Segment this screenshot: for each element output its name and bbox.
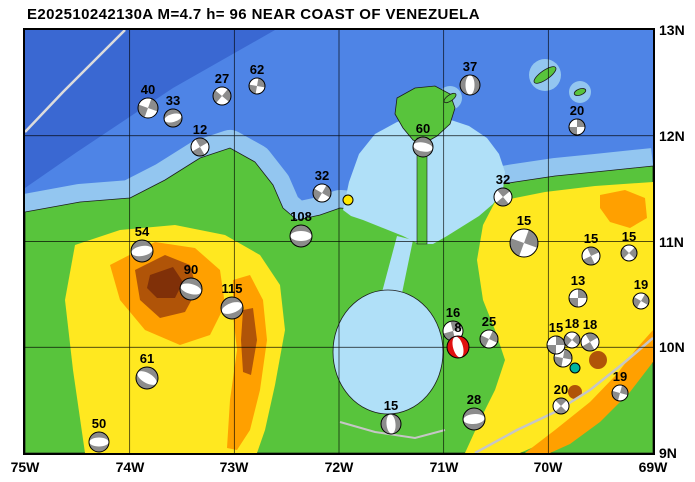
event-depth-label: 15: [549, 320, 563, 335]
focal-mechanism: 115: [220, 281, 244, 320]
event-depth-label: 18: [583, 317, 597, 332]
gray-line-northwest: [25, 30, 126, 133]
x-tick-label: 72W: [324, 459, 354, 475]
focal-mechanism: 60: [412, 121, 434, 158]
focal-mechanism: 15: [546, 320, 566, 355]
y-tick-label: 9N: [659, 445, 677, 461]
event-depth-label: 54: [135, 224, 150, 239]
event-depth-label: 115: [222, 281, 243, 296]
yellow-dot-marker: [342, 194, 354, 206]
event-depth-label: 27: [215, 71, 229, 86]
x-tick-label: 69W: [638, 459, 668, 475]
map-title: E202510242130A M=4.7 h= 96 NEAR COAST OF…: [27, 6, 480, 23]
focal-mechanism: 90: [179, 262, 203, 301]
focal-mechanism-layer: 40 33 27 62 12 37 20 60 32 32 108 54 15 15 15 90 115 13 19…: [88, 59, 650, 453]
focal-mechanism: 18: [580, 317, 600, 352]
event-depth-label: 108: [290, 209, 312, 224]
event-depth-label: 61: [140, 351, 154, 366]
focal-mechanism: 61: [135, 351, 159, 390]
lake-maracaibo: [332, 289, 444, 415]
focal-mechanism: [569, 362, 581, 374]
elevation-brown-andes: [589, 351, 607, 369]
event-depth-label: 20: [554, 382, 568, 397]
elevation-brown-perija: [241, 308, 257, 375]
maracaibo-strait: [381, 236, 413, 298]
focal-mechanism: 27: [212, 71, 232, 106]
x-tick-label: 73W: [219, 459, 249, 475]
x-tick-label: 74W: [115, 459, 145, 475]
event-depth-label: 90: [184, 262, 198, 277]
elevation-peak-west: [147, 267, 183, 298]
island: [533, 66, 557, 84]
event-depth-label: 32: [315, 168, 329, 183]
focal-mechanism: 54: [130, 224, 154, 263]
focal-mechanism: 15: [581, 231, 601, 266]
focal-mechanism: 50: [88, 416, 110, 453]
x-tick-label: 70W: [533, 459, 563, 475]
event-depth-label: 8: [454, 320, 461, 335]
focal-mechanism: 12: [190, 122, 210, 157]
x-tick-label: 75W: [10, 459, 40, 475]
event-depth-label: 18: [565, 316, 579, 331]
event-depth-label: 40: [141, 82, 155, 97]
gray-line-southeast: [474, 337, 653, 453]
event-depth-label: 12: [193, 122, 207, 137]
event-depth-label: 20: [570, 103, 584, 118]
event-depth-label: 15: [622, 229, 636, 244]
focal-mechanism: 19: [632, 277, 650, 310]
focal-mechanism: 20: [568, 103, 586, 136]
focal-mechanism: 33: [163, 93, 183, 128]
event-depth-label: 33: [166, 93, 180, 108]
island: [573, 88, 587, 96]
y-tick-label: 12N: [659, 128, 685, 144]
island: [443, 92, 457, 104]
event-depth-label: 15: [384, 398, 398, 413]
focal-mechanism: 13: [568, 273, 588, 308]
focal-mechanism: 37: [459, 59, 481, 96]
focal-mechanism: 15: [509, 213, 539, 258]
focal-mechanism: 15: [380, 398, 402, 435]
event-depth-label: 15: [517, 213, 531, 228]
deep-sea: [25, 30, 275, 188]
elevation-brown-andes: [568, 385, 582, 399]
event-depth-label: 25: [482, 314, 496, 329]
y-tick-label: 11N: [659, 234, 684, 250]
focal-mechanism: 20: [552, 382, 570, 415]
focal-mechanism: 15: [620, 229, 638, 262]
event-depth-label: 16: [446, 305, 460, 320]
focal-mechanism: 62: [248, 62, 266, 95]
y-tick-label: 13N: [659, 22, 685, 38]
event-depth-label: 15: [584, 231, 598, 246]
event-depth-label: 37: [463, 59, 477, 74]
focal-mechanism: 19: [611, 369, 629, 402]
map-area: 40 33 27 62 12 37 20 60 32 32 108 54 15 15 15 90 115 13 19…: [23, 28, 655, 455]
y-tick-label: 10N: [659, 339, 685, 355]
event-depth-label: 19: [634, 277, 648, 292]
focal-mechanism: 8: [446, 320, 470, 359]
event-depth-label: 62: [250, 62, 264, 77]
elevation-orange-falcon: [600, 190, 647, 228]
event-depth-label: 50: [92, 416, 106, 431]
event-depth-label: 13: [571, 273, 585, 288]
gray-line-south: [339, 421, 446, 440]
map-canvas: 40 33 27 62 12 37 20 60 32 32 108 54 15 15 15 90 115 13 19…: [25, 30, 653, 453]
focal-mechanism: 32: [493, 172, 513, 207]
event-depth-label: 32: [496, 172, 510, 187]
focal-mechanism: 18: [563, 316, 581, 349]
focal-mechanism: 108: [289, 209, 313, 248]
focal-mechanism: 28: [462, 392, 486, 431]
focal-mechanism: 40: [137, 82, 159, 119]
event-depth-label: 60: [416, 121, 430, 136]
event-depth-label: 19: [613, 369, 627, 384]
focal-mechanism: 32: [312, 168, 332, 203]
x-tick-label: 71W: [429, 459, 459, 475]
event-depth-label: 28: [467, 392, 481, 407]
focal-mechanism: 25: [479, 314, 499, 349]
